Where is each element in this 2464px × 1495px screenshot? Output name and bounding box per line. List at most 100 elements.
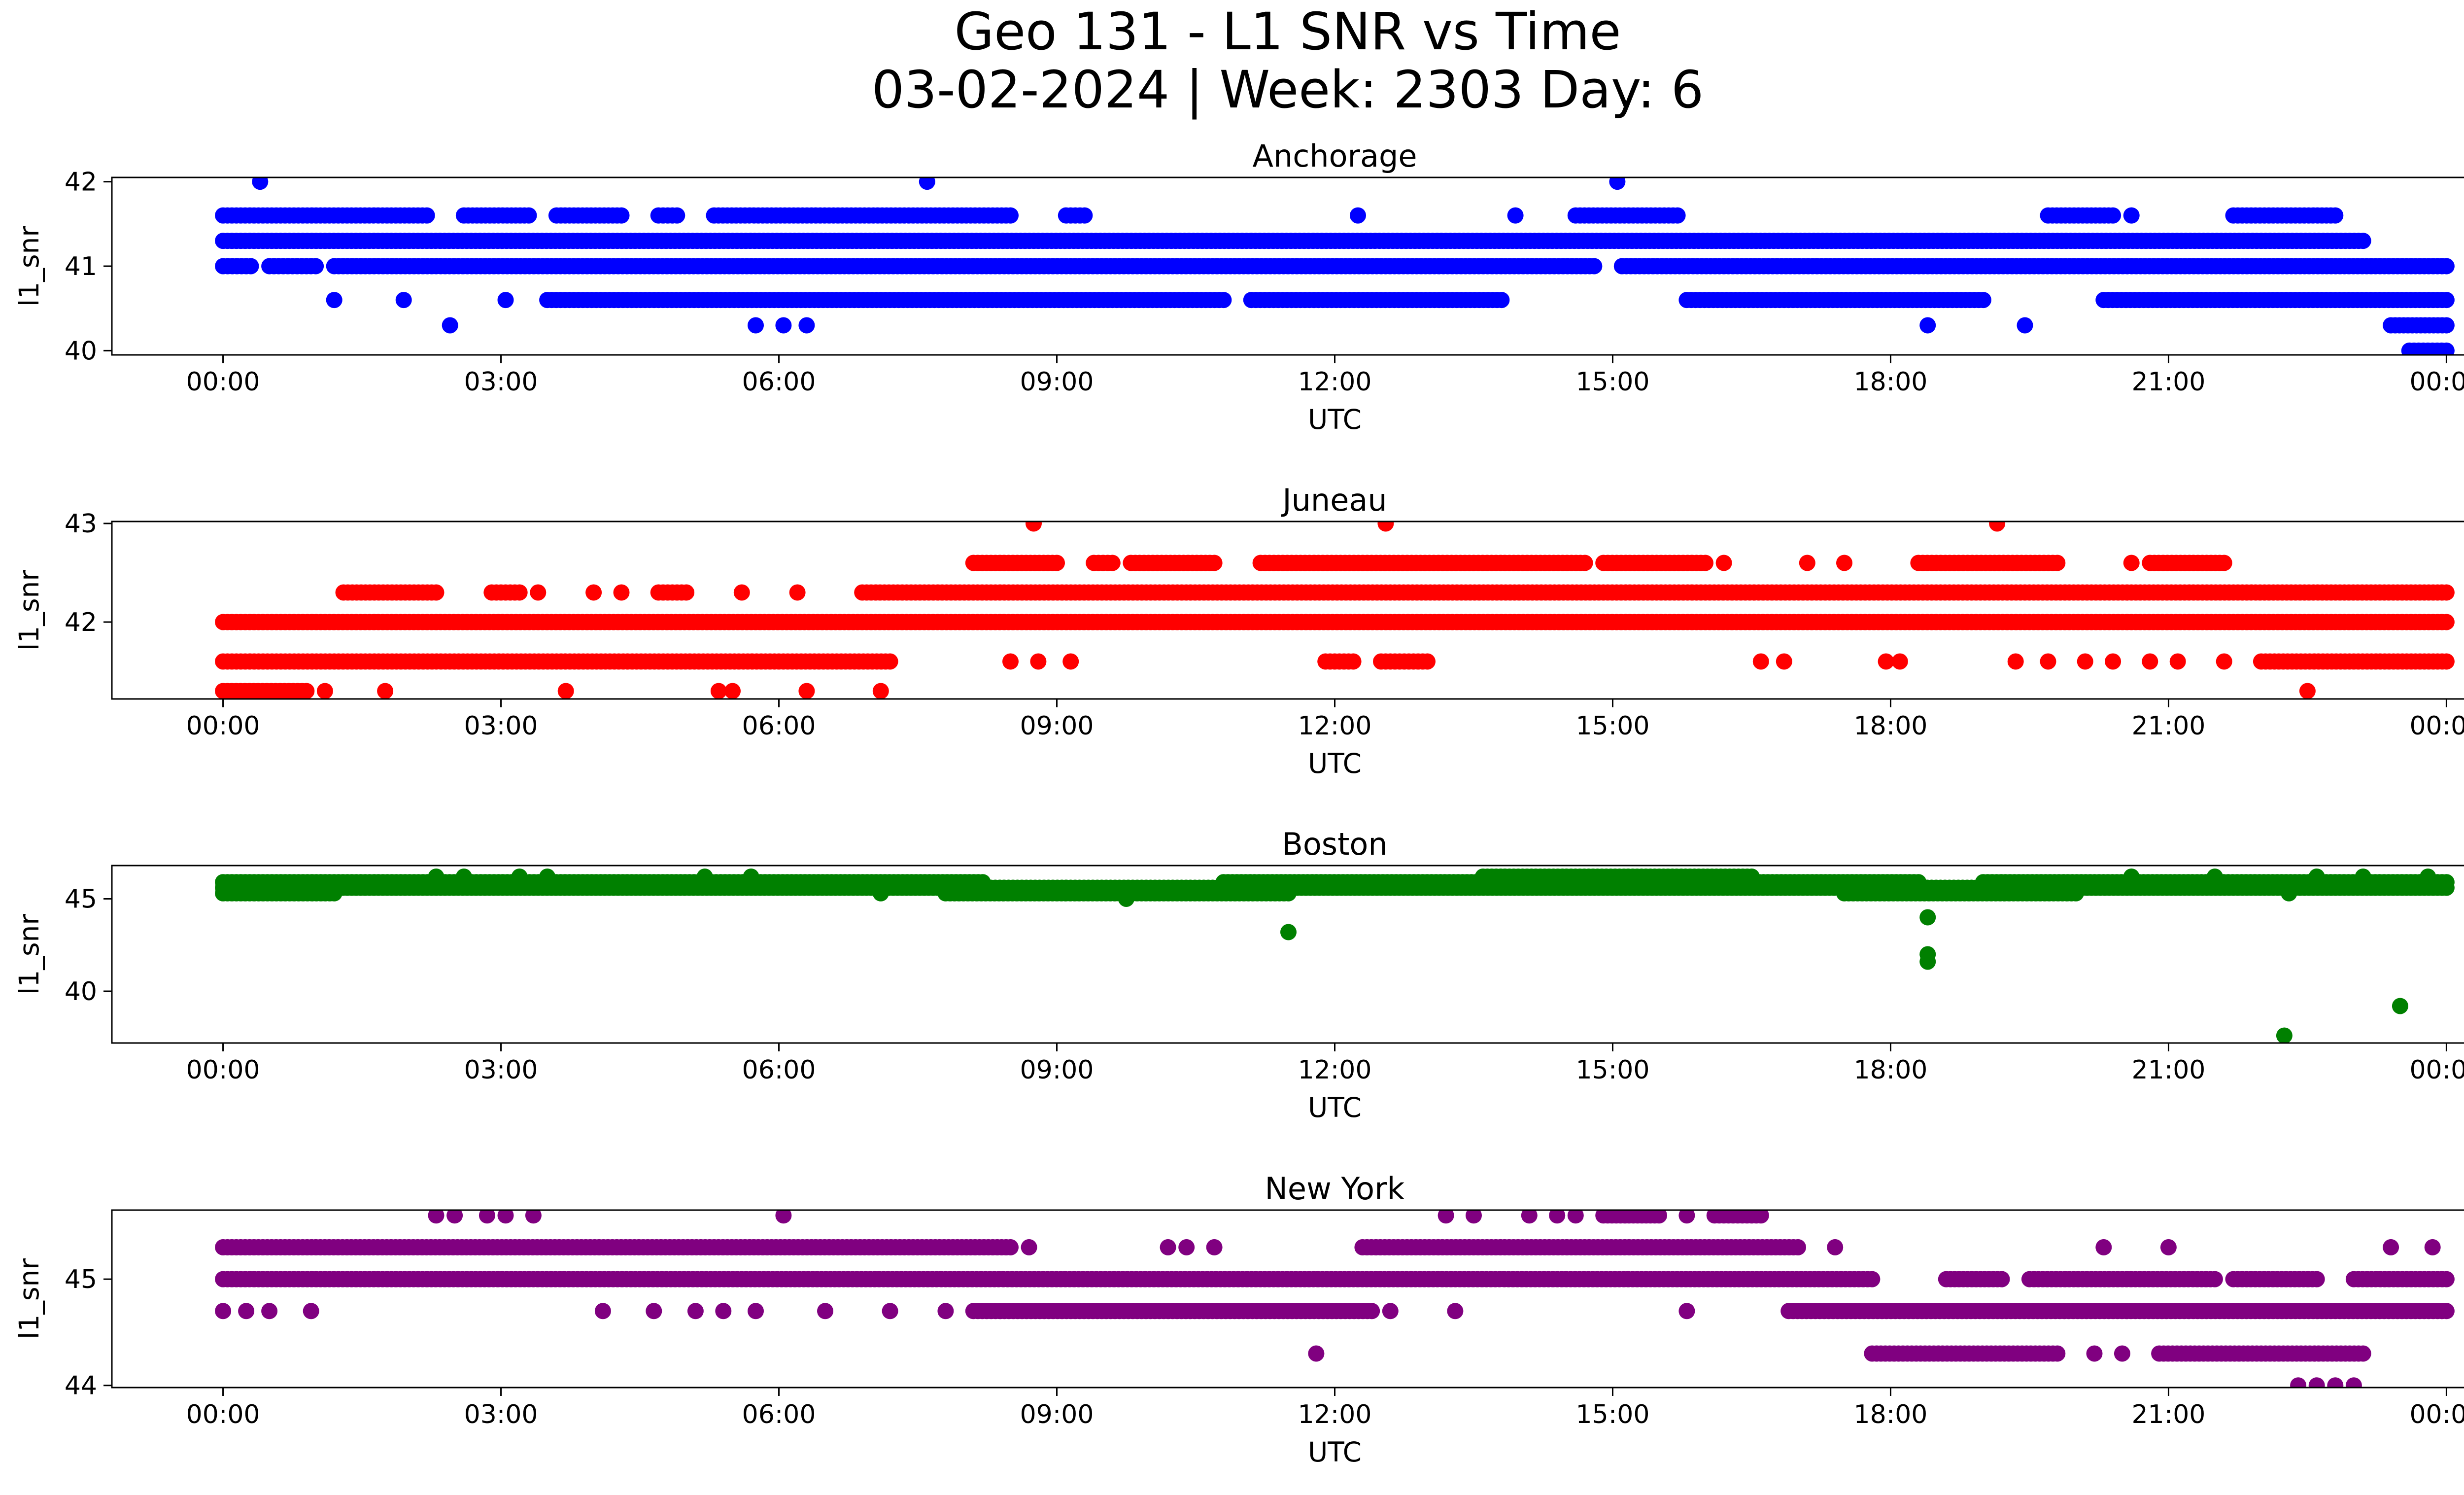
data-point <box>511 869 528 885</box>
data-point <box>1280 885 1297 902</box>
data-point <box>2123 207 2140 224</box>
data-point <box>1836 555 1852 571</box>
data-point <box>2123 869 2140 885</box>
data-point <box>2105 653 2122 670</box>
data-point <box>2007 653 2024 670</box>
data-point <box>2327 207 2344 224</box>
data-point <box>2276 1027 2293 1043</box>
data-point <box>428 584 445 601</box>
x-tick-label: 12:00 <box>1298 367 1372 397</box>
data-point <box>2438 584 2455 601</box>
y-tick-label: 43 <box>65 509 97 539</box>
x-tick-label: 00:00 <box>2409 367 2464 397</box>
data-point <box>724 683 741 699</box>
data-point <box>2206 1271 2223 1287</box>
data-point <box>1864 1271 1881 1287</box>
subplot-title: Anchorage <box>1252 138 1417 174</box>
y-tick-label: 45 <box>65 885 97 914</box>
y-tick-label: 42 <box>65 608 97 637</box>
data-point <box>696 869 713 885</box>
data-point <box>1586 258 1603 275</box>
data-point <box>1669 207 1686 224</box>
data-points <box>215 177 2455 355</box>
x-tick-label: 18:00 <box>1854 367 1928 397</box>
x-tick-label: 00:00 <box>186 1055 260 1085</box>
data-point <box>1919 953 1936 970</box>
data-point <box>748 317 764 334</box>
data-point <box>530 584 547 601</box>
x-tick-label: 03:00 <box>464 1055 538 1085</box>
data-point <box>1030 653 1047 670</box>
x-axis-label: UTC <box>1308 1092 1362 1123</box>
data-point <box>733 584 750 601</box>
y-tick-label: 41 <box>65 252 97 281</box>
data-point <box>1076 207 1093 224</box>
x-tick-label: 03:00 <box>464 367 538 397</box>
data-point <box>2355 233 2371 249</box>
x-tick-label: 12:00 <box>1298 1055 1372 1085</box>
data-point <box>2438 292 2455 309</box>
data-point <box>1280 924 1297 940</box>
x-tick-label: 00:00 <box>2409 1055 2464 1085</box>
data-point <box>2206 869 2223 885</box>
y-tick-label: 40 <box>65 977 97 1007</box>
data-point <box>1118 891 1134 907</box>
data-point <box>1002 653 1019 670</box>
data-point <box>2438 614 2455 630</box>
x-tick-label: 06:00 <box>742 1055 816 1085</box>
x-tick-label: 09:00 <box>1020 367 1094 397</box>
data-point <box>395 292 412 309</box>
data-point <box>1419 653 1436 670</box>
data-point <box>2067 885 2084 902</box>
x-axis-label: UTC <box>1308 748 1362 779</box>
x-tick-label: 12:00 <box>1298 711 1372 741</box>
data-point <box>669 207 685 224</box>
data-point <box>1350 207 1366 224</box>
subplot-title: Boston <box>1282 826 1387 862</box>
data-point <box>2438 653 2455 670</box>
x-tick-label: 00:00 <box>2409 711 2464 741</box>
x-tick-label: 18:00 <box>1854 1055 1928 1085</box>
data-point <box>1345 653 1362 670</box>
data-point <box>2049 555 2066 571</box>
x-tick-label: 15:00 <box>1576 367 1650 397</box>
y-axis-label: l1_snr <box>13 914 45 995</box>
data-point <box>1697 555 1713 571</box>
data-point <box>2105 207 2122 224</box>
data-point <box>2123 555 2140 571</box>
data-point <box>1776 653 1792 670</box>
data-point <box>2169 653 2186 670</box>
data-point <box>872 885 889 902</box>
data-point <box>743 869 759 885</box>
data-point <box>2017 317 2033 334</box>
data-points <box>215 1210 2455 1388</box>
data-point <box>2142 653 2158 670</box>
data-point <box>1715 555 1732 571</box>
data-point <box>2308 1271 2325 1287</box>
x-tick-label: 06:00 <box>742 711 816 741</box>
data-point <box>455 869 472 885</box>
figure-title-line2: 03-02-2024 | Week: 2303 Day: 6 <box>872 60 1704 120</box>
data-point <box>1790 1239 1806 1255</box>
data-point <box>2216 653 2232 670</box>
data-point <box>2438 317 2455 334</box>
data-point <box>1507 207 1524 224</box>
data-point <box>242 258 259 275</box>
data-point <box>2281 885 2297 902</box>
data-point <box>1002 207 1019 224</box>
data-point <box>1799 555 1815 571</box>
axes-frame <box>111 521 2464 700</box>
data-point <box>308 258 324 275</box>
data-point <box>882 653 898 670</box>
data-point <box>252 177 269 190</box>
data-point <box>613 207 630 224</box>
x-tick-label: 21:00 <box>2132 1055 2206 1085</box>
data-point <box>2438 1271 2455 1287</box>
data-point <box>1878 653 1894 670</box>
data-point <box>1062 653 1079 670</box>
data-point <box>1576 555 1593 571</box>
data-point <box>1989 522 2006 532</box>
